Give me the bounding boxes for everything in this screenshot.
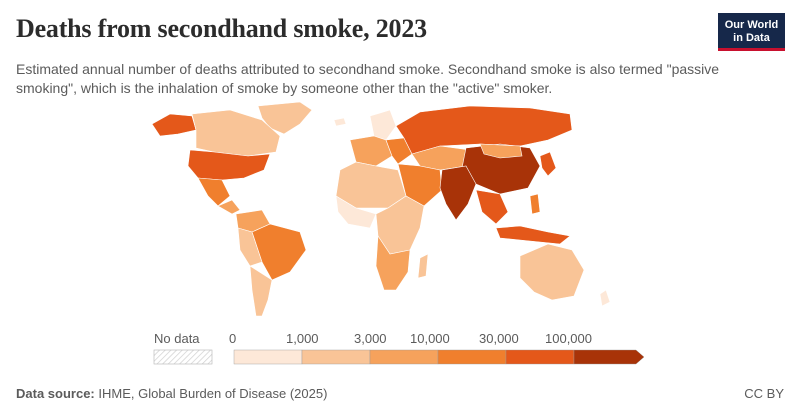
- region-southern-africa[interactable]: [375, 235, 411, 291]
- region-argentina-chile[interactable]: [249, 265, 273, 317]
- region-north-africa[interactable]: [335, 161, 407, 209]
- chart-subtitle: Estimated annual number of deaths attrib…: [16, 61, 720, 96]
- region-central-america[interactable]: [217, 199, 241, 215]
- owid-logo[interactable]: Our World in Data: [718, 13, 785, 51]
- region-mexico[interactable]: [197, 177, 231, 207]
- region-scandinavia[interactable]: [369, 109, 397, 141]
- footer-source-label: Data source:: [16, 386, 95, 401]
- region-canada[interactable]: [191, 109, 281, 157]
- license-link[interactable]: CC BY: [744, 386, 784, 401]
- region-alaska[interactable]: [151, 113, 197, 137]
- region-india[interactable]: [439, 165, 477, 221]
- region-australia[interactable]: [519, 243, 585, 301]
- footer-source-link[interactable]: IHME, Global Burden of Disease (2025): [98, 386, 328, 401]
- region-west-africa[interactable]: [335, 195, 377, 229]
- region-new-zealand[interactable]: [599, 289, 611, 307]
- region-korea-japan[interactable]: [539, 151, 557, 177]
- region-southeast-asia[interactable]: [475, 189, 509, 225]
- region-iceland[interactable]: [333, 117, 347, 127]
- logo-line-1: Our World: [724, 19, 779, 31]
- region-usa[interactable]: [187, 149, 271, 181]
- region-eastern-europe[interactable]: [385, 137, 413, 165]
- chart-title: Deaths from secondhand smoke, 2023: [16, 14, 427, 43]
- region-mongolia[interactable]: [479, 143, 523, 159]
- logo-line-2: in Data: [733, 32, 770, 44]
- region-madagascar[interactable]: [417, 253, 429, 279]
- region-greenland[interactable]: [257, 101, 313, 135]
- region-brazil[interactable]: [251, 223, 307, 281]
- region-indonesia[interactable]: [495, 225, 571, 245]
- region-philippines[interactable]: [529, 193, 541, 215]
- region-peru-bolivia[interactable]: [237, 227, 263, 267]
- footer-source: Data source: IHME, Global Burden of Dise…: [16, 386, 327, 401]
- region-western-europe[interactable]: [349, 135, 393, 167]
